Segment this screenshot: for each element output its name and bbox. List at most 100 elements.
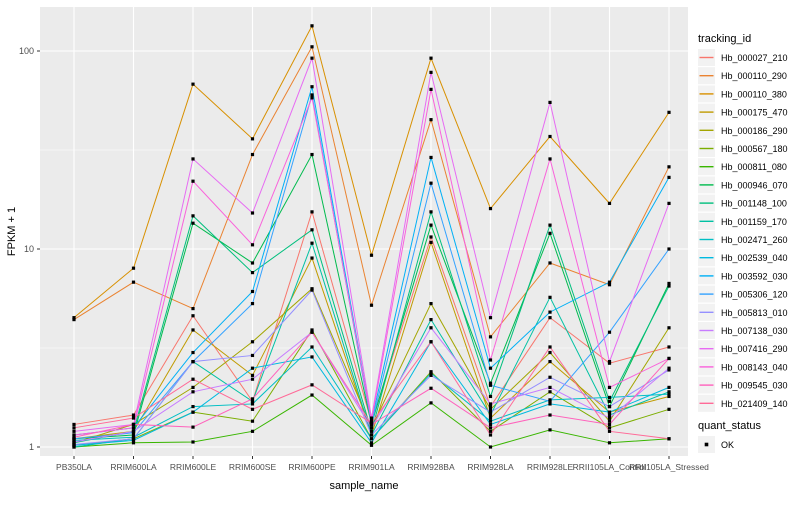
legend-label-Hb_007138_030: Hb_007138_030 [721, 326, 788, 336]
data-point-Hb_000110_290-0 [72, 317, 76, 322]
data-point-Hb_000110_380-7 [488, 206, 493, 211]
data-point-Hb_000027_210-7 [488, 404, 493, 409]
data-point-Hb_001159_170-4 [310, 241, 314, 245]
data-point-Hb_008143_040-1 [131, 426, 136, 430]
legend-label-quant-OK: OK [721, 440, 734, 450]
data-point-Hb_002471_260-7 [488, 419, 493, 423]
data-point-Hb_000110_380-10 [667, 110, 671, 114]
legend-label-Hb_005813_010: Hb_005813_010 [721, 308, 788, 318]
data-point-Hb_000567_180-7 [488, 429, 493, 433]
data-point-Hb_000567_180-9 [607, 426, 612, 430]
legend-label-Hb_002539_040: Hb_002539_040 [721, 253, 788, 263]
data-point-Hb_005813_010-4 [310, 288, 314, 292]
data-point-Hb_000110_290-9 [607, 283, 612, 287]
data-point-Hb_000175_470-4 [310, 256, 314, 260]
data-point-Hb_009545_030-8 [548, 413, 552, 417]
data-point-Hb_008143_040-4 [310, 96, 314, 100]
x-axis-title: sample_name [329, 480, 398, 492]
data-point-Hb_005813_010-2 [191, 359, 195, 364]
data-point-Hb_000946_070-3 [250, 261, 255, 265]
data-point-Hb_007138_030-5 [369, 426, 374, 430]
data-point-Hb_009545_030-6 [429, 386, 433, 390]
legend-label-Hb_000946_070: Hb_000946_070 [721, 180, 788, 190]
x-tick-label-1: RRIM600LA [110, 462, 157, 472]
data-point-Hb_005813_010-9 [607, 404, 612, 409]
data-point-Hb_021409_140-7 [488, 433, 493, 437]
data-point-Hb_000811_080-8 [548, 428, 552, 432]
data-point-Hb_002471_260-5 [369, 437, 374, 441]
data-point-Hb_000811_080-7 [488, 445, 493, 449]
data-point-Hb_000110_380-1 [131, 266, 136, 270]
data-point-Hb_009545_030-0 [72, 435, 76, 439]
data-point-Hb_002539_040-5 [369, 441, 374, 445]
data-point-Hb_002471_260-3 [250, 402, 255, 406]
data-point-Hb_007138_030-6 [429, 326, 433, 330]
data-point-Hb_000946_070-10 [667, 281, 671, 286]
legend-label-Hb_001148_100: Hb_001148_100 [721, 199, 787, 209]
data-point-Hb_000110_380-9 [607, 201, 612, 205]
legend-label-Hb_000811_080: Hb_000811_080 [721, 162, 787, 172]
data-point-Hb_008143_040-6 [429, 87, 433, 91]
data-point-Hb_007138_030-9 [607, 416, 612, 420]
data-point-Hb_009545_030-10 [667, 356, 671, 361]
data-point-Hb_003592_030-8 [548, 310, 552, 314]
data-point-Hb_000110_290-1 [131, 280, 136, 284]
data-point-Hb_001148_100-6 [429, 210, 433, 214]
data-point-Hb_009545_030-7 [488, 426, 493, 430]
data-point-Hb_003592_030-9 [607, 280, 612, 284]
data-point-Hb_001159_170-10 [667, 390, 671, 394]
data-point-Hb_007416_290-9 [607, 359, 612, 364]
data-point-Hb_008143_040-5 [369, 419, 374, 423]
data-point-Hb_003592_030-10 [667, 175, 671, 179]
x-tick-label-10: RRII105LA_Stressed [629, 462, 709, 472]
data-point-Hb_001159_170-9 [607, 413, 612, 417]
data-point-Hb_000110_380-5 [369, 253, 374, 257]
data-point-Hb_005813_010-3 [250, 353, 255, 358]
x-tick-label-6: RRIM928BA [407, 462, 455, 472]
data-point-Hb_001148_100-2 [191, 214, 195, 218]
data-point-Hb_008143_040-2 [191, 179, 195, 183]
data-point-Hb_007416_290-3 [250, 211, 255, 215]
data-point-Hb_000175_470-10 [667, 394, 671, 399]
data-point-Hb_000027_210-9 [607, 361, 612, 365]
data-point-Hb_005306_120-9 [607, 330, 612, 334]
data-point-Hb_000175_470-6 [429, 240, 433, 244]
data-point-Hb_000811_080-4 [310, 393, 314, 397]
data-point-Hb_007416_290-7 [488, 316, 493, 320]
x-tick-label-9: RRII105LA_Control [573, 462, 647, 472]
data-point-Hb_002539_040-10 [667, 385, 671, 389]
legend-label-Hb_000027_210: Hb_000027_210 [721, 53, 788, 63]
data-point-Hb_002539_040-3 [250, 366, 255, 370]
data-point-Hb_008143_040-0 [72, 433, 76, 437]
data-point-Hb_000175_470-8 [548, 359, 552, 364]
data-point-Hb_007138_030-10 [667, 366, 671, 370]
x-tick-label-4: RRIM600PE [288, 462, 336, 472]
data-point-Hb_000027_210-8 [548, 316, 552, 320]
data-point-Hb_009545_030-9 [607, 422, 612, 427]
data-point-Hb_000027_210-2 [191, 314, 195, 318]
legend-label-Hb_000186_290: Hb_000186_290 [721, 126, 788, 136]
data-point-Hb_001148_100-5 [369, 429, 374, 433]
data-point-Hb_005306_120-4 [310, 93, 314, 97]
data-point-Hb_000110_380-4 [310, 24, 314, 28]
data-point-Hb_002539_040-8 [548, 402, 552, 406]
data-point-Hb_000186_290-3 [250, 340, 255, 344]
data-point-Hb_000946_070-7 [488, 381, 493, 385]
data-point-Hb_005813_010-0 [72, 442, 76, 447]
data-point-Hb_000110_290-10 [667, 165, 671, 169]
data-point-Hb_002471_260-10 [667, 392, 671, 396]
legend-title-tracking-id: tracking_id [698, 33, 751, 45]
data-point-Hb_000110_290-4 [310, 45, 314, 49]
data-point-Hb_003592_030-4 [310, 85, 314, 89]
y-axis-title: FPKM + 1 [6, 207, 18, 256]
data-point-Hb_000110_290-2 [191, 307, 195, 311]
data-point-Hb_005813_010-8 [548, 375, 552, 379]
data-point-Hb_005306_120-6 [429, 181, 433, 185]
data-point-Hb_002539_040-4 [310, 355, 314, 359]
data-point-Hb_005813_010-7 [488, 410, 493, 414]
data-point-Hb_007416_290-5 [369, 416, 374, 420]
x-tick-label-2: RRIM600LE [170, 462, 217, 472]
data-point-Hb_002471_260-9 [607, 395, 612, 400]
data-point-Hb_007416_290-8 [548, 100, 552, 105]
